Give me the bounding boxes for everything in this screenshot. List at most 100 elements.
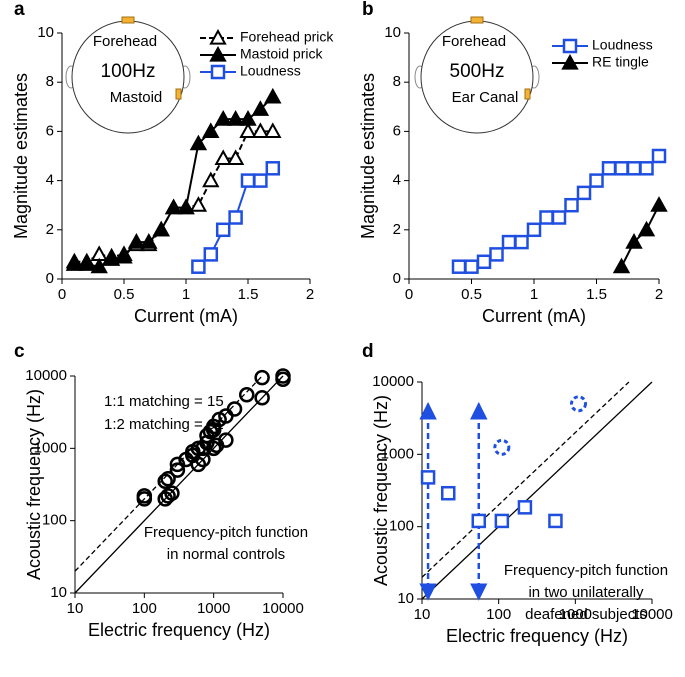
marker: [240, 173, 256, 188]
inset-title: 500Hz: [450, 61, 505, 82]
marker: [441, 485, 456, 501]
marker: [614, 161, 629, 176]
y-axis-title: Acoustic frequency (Hz): [24, 389, 44, 580]
marker: [589, 173, 604, 188]
marker: [160, 470, 176, 487]
marker: [493, 438, 511, 456]
marker: [471, 513, 487, 529]
marker: [157, 473, 173, 490]
x-tick-label: 1: [530, 286, 538, 303]
y-axis-title: Magnitude estimates: [358, 73, 378, 239]
marker: [420, 470, 436, 485]
x-axis-title: Electric frequency (Hz): [88, 620, 270, 640]
marker: [570, 395, 588, 413]
marker: [626, 161, 642, 176]
x-axis-title: Current (mA): [134, 306, 238, 326]
marker: [189, 134, 208, 151]
marker: [251, 122, 270, 138]
marker: [517, 500, 533, 515]
marker: [102, 250, 121, 266]
legend-label: Forehead prick: [240, 29, 334, 45]
legend-label: RE tingle: [592, 54, 649, 70]
marker: [650, 196, 668, 212]
marker: [564, 197, 579, 213]
annotation: Frequency-pitch function: [504, 562, 668, 579]
panel-label: a: [14, 0, 25, 20]
x-tick-label: 0.5: [461, 286, 482, 303]
x-tick-label: 2: [655, 286, 663, 303]
marker: [562, 38, 578, 54]
marker: [78, 255, 96, 271]
marker: [254, 369, 270, 386]
marker: [239, 122, 257, 138]
marker: [152, 220, 170, 237]
electrode: [121, 16, 135, 24]
inset-label: Mastoid: [110, 89, 163, 106]
marker: [561, 53, 579, 70]
y-tick-label: 8: [393, 73, 401, 90]
y-tick-label: 10: [37, 24, 54, 41]
marker: [214, 149, 232, 166]
legend-marker: [210, 64, 226, 80]
marker: [576, 185, 592, 201]
marker: [265, 161, 281, 176]
marker: [501, 234, 517, 250]
y-tick-label: 0: [46, 270, 54, 287]
electrode: [524, 88, 531, 100]
marker: [489, 247, 504, 262]
y-tick-label: 1000: [34, 439, 67, 456]
marker: [214, 110, 232, 126]
legend-label: Mastoid prick: [240, 46, 323, 62]
marker: [169, 462, 186, 478]
marker: [191, 259, 206, 274]
marker: [239, 110, 257, 126]
marker: [202, 122, 220, 138]
marker: [476, 254, 492, 270]
y-tick-label: 6: [393, 122, 401, 139]
marker: [264, 122, 282, 138]
x-axis-title: Electric frequency (Hz): [446, 626, 628, 646]
marker: [651, 148, 667, 164]
annotation: 1:2 matching = 61: [104, 416, 224, 433]
legend-label: Loudness: [592, 37, 653, 53]
annotation: in two unilaterally: [528, 584, 644, 601]
marker: [226, 149, 245, 166]
inset-label: Ear Canal: [452, 89, 519, 106]
x-tick-label: 1: [182, 286, 190, 303]
series-line: [74, 130, 273, 263]
y-tick-label: 6: [46, 122, 54, 139]
y-tick-label: 0: [393, 270, 401, 287]
marker: [177, 198, 195, 215]
marker: [209, 45, 227, 62]
panel: b 0 0.5 1 1.5 2 0 2 4 6 8 10 Current (mA) Magnitude e…: [358, 0, 668, 326]
panel-label: d: [362, 341, 374, 362]
y-tick-label: 10: [50, 584, 67, 601]
marker: [539, 210, 554, 225]
marker: [127, 233, 146, 249]
y-tick-label: 10000: [25, 367, 67, 384]
reference-line: [421, 381, 630, 578]
x-axis-title: Current (mA): [482, 306, 586, 326]
x-tick-label: 10: [414, 606, 431, 623]
marker: [202, 171, 220, 188]
marker: [253, 173, 268, 188]
y-tick-label: 100: [42, 512, 67, 529]
marker: [238, 387, 255, 403]
marker: [218, 432, 234, 448]
marker: [251, 100, 270, 116]
legend-marker: [209, 45, 227, 62]
y-tick-label: 10: [397, 590, 414, 607]
electrode: [470, 16, 484, 24]
x-tick-label: 0: [405, 286, 413, 303]
marker: [625, 233, 643, 249]
y-tick-label: 10: [384, 24, 401, 41]
marker: [514, 234, 529, 250]
marker: [210, 64, 226, 80]
x-tick-label: 1000: [559, 606, 592, 623]
marker: [195, 451, 211, 468]
y-tick-label: 4: [393, 172, 401, 189]
marker: [189, 196, 208, 212]
marker: [612, 257, 631, 274]
